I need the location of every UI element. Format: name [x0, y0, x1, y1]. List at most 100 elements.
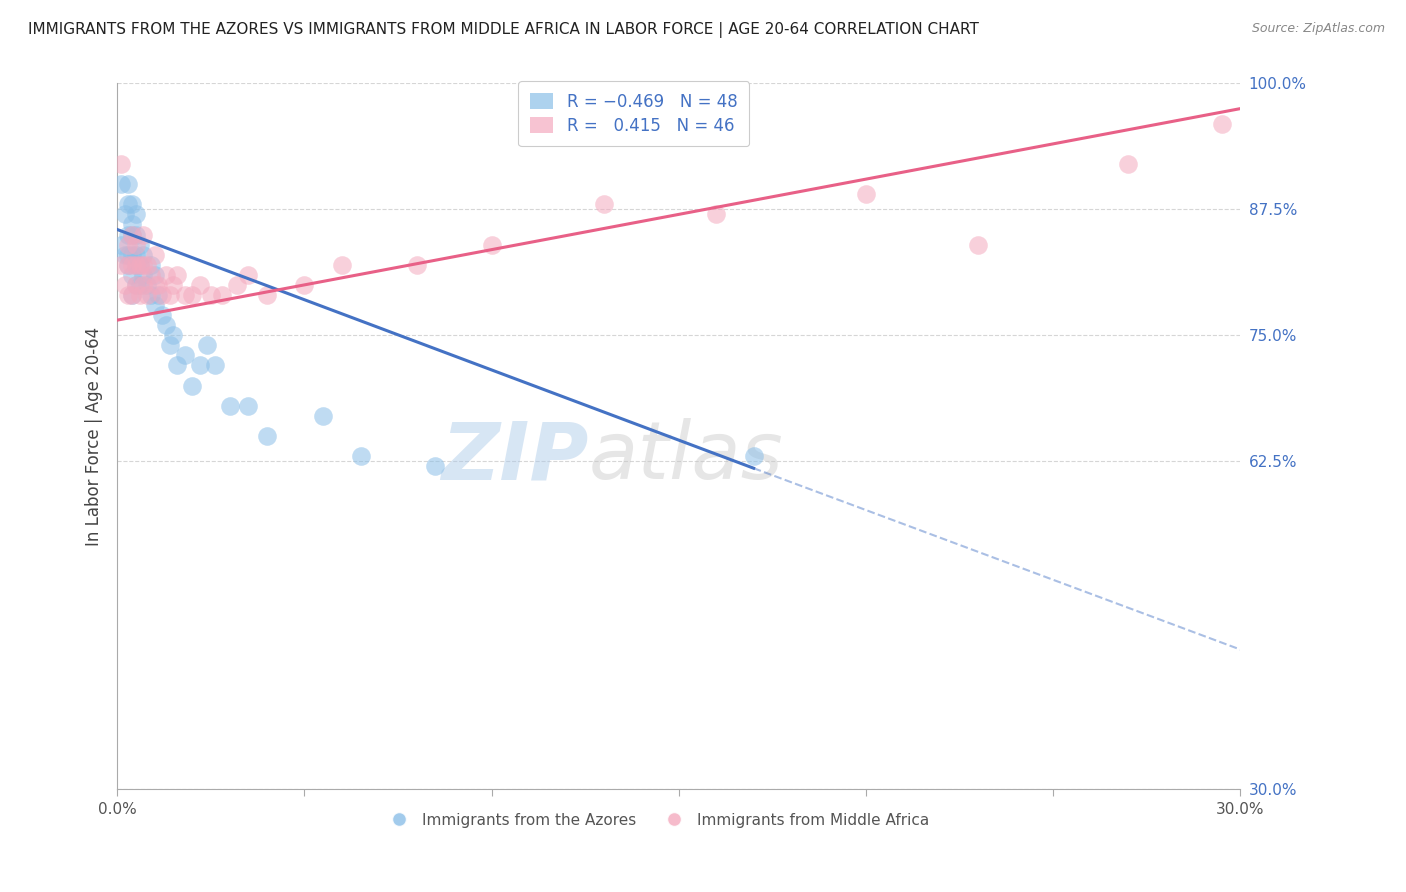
Legend: Immigrants from the Azores, Immigrants from Middle Africa: Immigrants from the Azores, Immigrants f…: [377, 806, 935, 834]
Point: [128, 288, 150, 302]
Point: [139, 288, 162, 302]
Point: [204, 359, 226, 373]
Point: [148, 277, 170, 292]
Point: [110, 157, 132, 171]
Point: [114, 277, 136, 292]
Point: [125, 258, 148, 272]
Point: [110, 258, 132, 272]
Point: [132, 277, 155, 292]
Point: [128, 237, 150, 252]
Point: [117, 197, 139, 211]
Point: [121, 248, 143, 262]
Point: [117, 237, 139, 252]
Point: [226, 277, 249, 292]
Point: [143, 298, 166, 312]
Point: [125, 207, 148, 221]
Point: [125, 277, 148, 292]
Point: [117, 258, 139, 272]
Point: [181, 378, 204, 392]
Point: [136, 277, 159, 292]
Point: [125, 248, 148, 262]
Point: [128, 258, 150, 272]
Point: [121, 258, 143, 272]
Text: IMMIGRANTS FROM THE AZORES VS IMMIGRANTS FROM MIDDLE AFRICA IN LABOR FORCE | AGE: IMMIGRANTS FROM THE AZORES VS IMMIGRANTS…: [28, 22, 979, 38]
Point: [117, 288, 139, 302]
Point: [405, 258, 427, 272]
Y-axis label: In Labor Force | Age 20-64: In Labor Force | Age 20-64: [86, 326, 103, 546]
Point: [312, 409, 335, 423]
Point: [188, 277, 211, 292]
Point: [159, 288, 181, 302]
Point: [292, 277, 315, 292]
Point: [855, 187, 877, 202]
Point: [117, 258, 139, 272]
Point: [173, 348, 195, 362]
Point: [110, 177, 132, 191]
Point: [132, 258, 155, 272]
Point: [238, 268, 260, 282]
Point: [121, 218, 143, 232]
Point: [110, 237, 132, 252]
Point: [592, 197, 614, 211]
Point: [704, 207, 727, 221]
Point: [143, 277, 166, 292]
Point: [256, 429, 278, 443]
Point: [166, 359, 188, 373]
Point: [132, 227, 155, 242]
Point: [211, 288, 233, 302]
Point: [139, 268, 162, 282]
Point: [256, 288, 278, 302]
Point: [155, 268, 177, 282]
Point: [114, 207, 136, 221]
Point: [128, 258, 150, 272]
Point: [117, 177, 139, 191]
Point: [218, 399, 240, 413]
Point: [150, 288, 173, 302]
Point: [125, 258, 148, 272]
Text: atlas: atlas: [589, 418, 783, 496]
Text: Source: ZipAtlas.com: Source: ZipAtlas.com: [1251, 22, 1385, 36]
Point: [148, 288, 170, 302]
Point: [121, 288, 143, 302]
Point: [166, 268, 188, 282]
Point: [143, 268, 166, 282]
Point: [121, 288, 143, 302]
Point: [150, 308, 173, 322]
Point: [121, 268, 143, 282]
Point: [121, 227, 143, 242]
Point: [117, 227, 139, 242]
Text: ZIP: ZIP: [441, 418, 589, 496]
Point: [1211, 117, 1233, 131]
Point: [162, 277, 184, 292]
Point: [125, 227, 148, 242]
Point: [349, 449, 371, 463]
Point: [742, 449, 765, 463]
Point: [121, 227, 143, 242]
Point: [425, 459, 447, 474]
Point: [136, 258, 159, 272]
Point: [1116, 157, 1139, 171]
Point: [143, 248, 166, 262]
Point: [238, 399, 260, 413]
Point: [114, 248, 136, 262]
Point: [132, 248, 155, 262]
Point: [481, 237, 503, 252]
Point: [136, 288, 159, 302]
Point: [128, 277, 150, 292]
Point: [188, 359, 211, 373]
Point: [195, 338, 218, 352]
Point: [125, 237, 148, 252]
Point: [181, 288, 204, 302]
Point: [155, 318, 177, 333]
Point: [117, 248, 139, 262]
Point: [173, 288, 195, 302]
Point: [200, 288, 222, 302]
Point: [139, 258, 162, 272]
Point: [121, 197, 143, 211]
Point: [967, 237, 990, 252]
Point: [330, 258, 353, 272]
Point: [159, 338, 181, 352]
Point: [162, 328, 184, 343]
Point: [132, 268, 155, 282]
Point: [125, 277, 148, 292]
